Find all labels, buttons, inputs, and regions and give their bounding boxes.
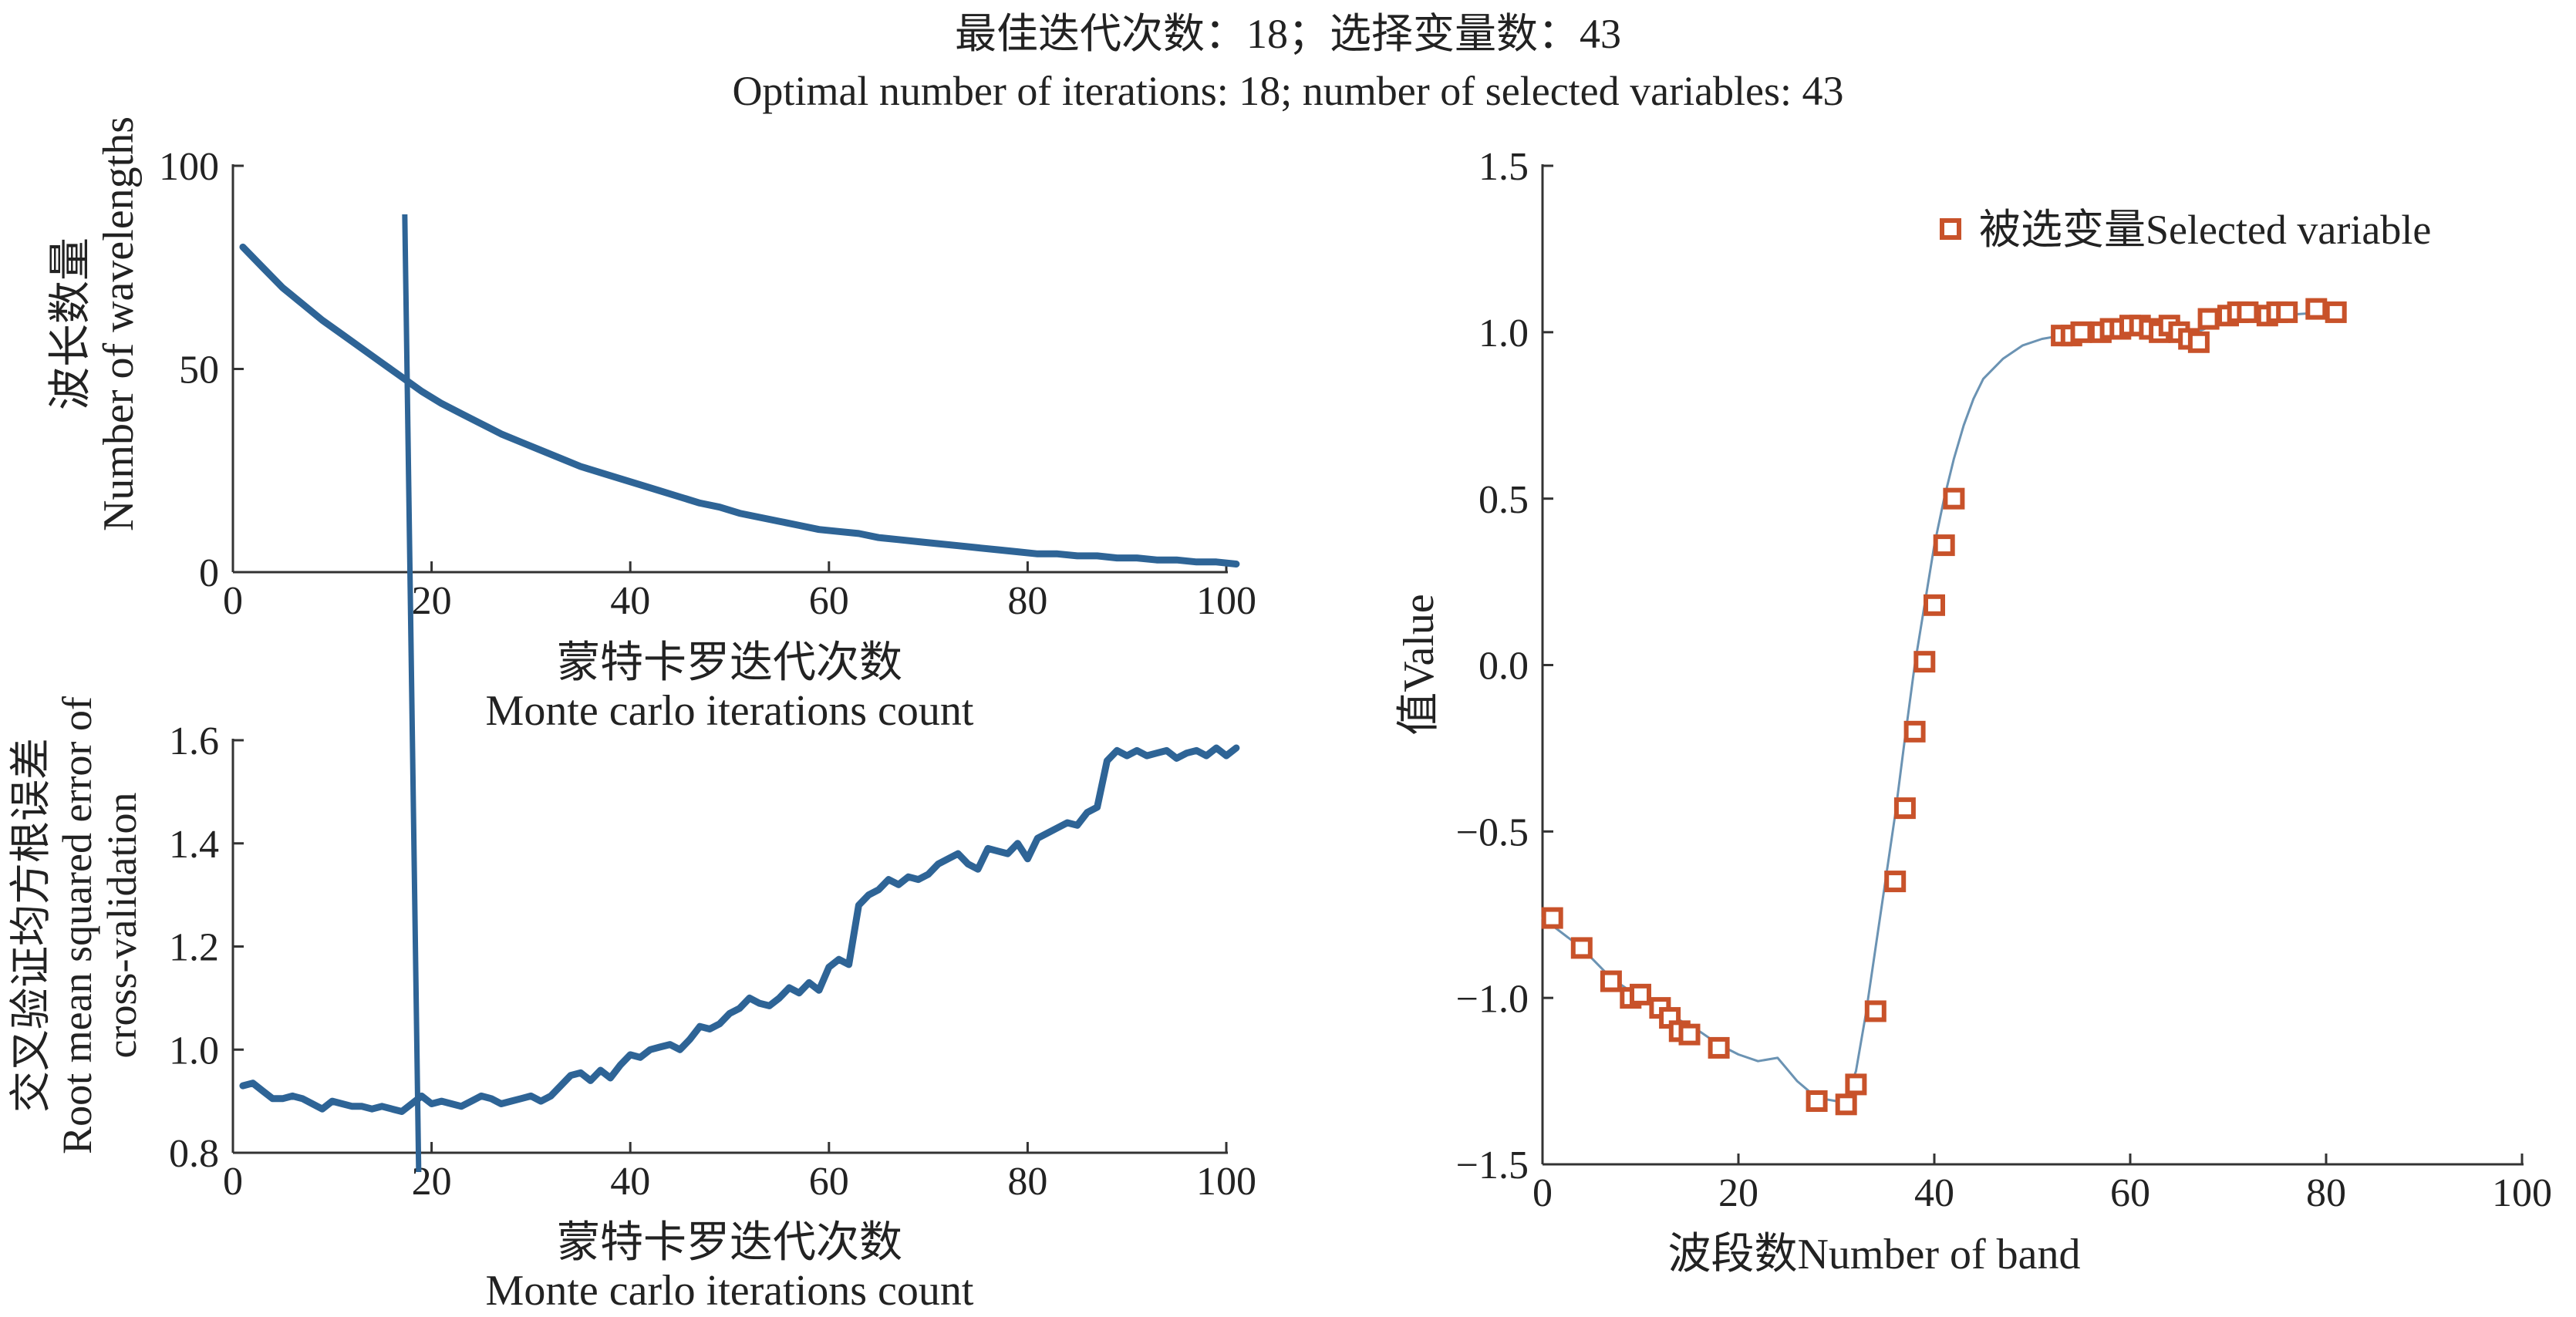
y-tick-label: 1.6 — [169, 719, 219, 763]
x-tick-label: 60 — [809, 579, 849, 623]
optimal-iteration-line — [402, 214, 422, 1173]
selected-variable-marker — [2187, 331, 2210, 353]
x-tick-label: 60 — [809, 1160, 849, 1204]
y-tick-label: −1.0 — [1456, 977, 1529, 1021]
x-tick-label: 100 — [2492, 1171, 2552, 1215]
selected-variable-marker — [1864, 1000, 1886, 1022]
selected-variable-marker — [1835, 1093, 1857, 1116]
x-tick-label: 80 — [1007, 579, 1047, 623]
y-axis-label: 值Value — [1395, 594, 1443, 736]
y-tick-label: 1.0 — [1479, 312, 1529, 355]
x-tick-label: 100 — [1196, 579, 1256, 623]
y-tick-label: 100 — [159, 145, 219, 189]
figure-title-en: Optimal number of iterations: 18; number… — [732, 68, 1844, 114]
figure-title-cn: 最佳迭代次数：18；选择变量数：43 — [955, 11, 1621, 57]
x-tick-label: 0 — [223, 579, 243, 623]
x-tick-label: 0 — [1532, 1171, 1553, 1215]
rmsecv-line — [239, 744, 1240, 1115]
y-tick-label: 0.5 — [1479, 478, 1529, 522]
y-tick-label: 0 — [199, 551, 219, 595]
y-axis-label-en: Root mean squared error ofcross-validati… — [54, 696, 145, 1154]
selected-variable-marker — [2325, 301, 2347, 323]
y-axis-label-cn: 交叉验证均方根误差 — [8, 738, 54, 1113]
y-tick-label: 0.0 — [1479, 645, 1529, 689]
y-tick-label: 1.4 — [169, 823, 219, 867]
y-tick-label: 1.0 — [169, 1029, 219, 1073]
y-axis-label-en-line1: Root mean squared error of — [54, 696, 100, 1154]
x-tick-label: 100 — [1196, 1160, 1256, 1204]
selected-variable-marker — [1943, 487, 1965, 510]
selected-variable-marker — [1678, 1023, 1701, 1046]
x-tick-label: 20 — [412, 579, 452, 623]
x-axis-label: 波段数Number of band — [1667, 1231, 2080, 1278]
y-tick-label: −0.5 — [1456, 811, 1529, 855]
selected-variable-marker — [1541, 907, 1563, 929]
y-tick-label: 50 — [179, 349, 219, 392]
y-axis-label-en-line2: cross-validation — [99, 793, 145, 1059]
selected-variable-marker — [2237, 301, 2259, 323]
selected-variable-marker — [1806, 1090, 1828, 1112]
selected-variable-marker — [1845, 1073, 1867, 1096]
x-tick-label: 40 — [1914, 1171, 1954, 1215]
x-tick-label: 80 — [2306, 1171, 2346, 1215]
selected-variable-marker — [2305, 298, 2328, 320]
x-axis-label-en: Monte carlo iterations count — [486, 687, 974, 735]
selected-variable-marker — [1630, 983, 1651, 1005]
x-tick-label: 40 — [610, 579, 650, 623]
selected-variable-marker — [1913, 651, 1936, 673]
selected-variable-marker — [1893, 797, 1916, 820]
selected-variable-marker — [2070, 321, 2092, 343]
x-tick-label: 60 — [2110, 1171, 2150, 1215]
legend-marker — [1940, 218, 1961, 240]
x-tick-label: 80 — [1007, 1160, 1047, 1204]
y-tick-label: 0.8 — [169, 1132, 219, 1176]
x-tick-label: 40 — [610, 1160, 650, 1204]
legend-label: 被选变量Selected variable — [1979, 207, 2431, 253]
y-axis-label-cn: 波长数量 — [47, 237, 95, 410]
selected-variable-marker — [1708, 1036, 1730, 1059]
selected-variable-marker — [1933, 534, 1955, 557]
selected-variable-marker — [1884, 871, 1907, 893]
selected-variable-marker — [1570, 937, 1593, 959]
y-tick-label: 1.2 — [169, 926, 219, 970]
y-axis-label-en: Number of wavelengths — [95, 116, 143, 531]
x-axis-label-cn: 蒙特卡罗迭代次数 — [557, 639, 902, 687]
x-axis-label-cn: 蒙特卡罗迭代次数 — [557, 1219, 902, 1267]
selected-variable-marker — [1600, 970, 1622, 992]
x-tick-label: 0 — [223, 1160, 243, 1204]
y-tick-label: 1.5 — [1479, 145, 1529, 189]
selected-variable-marker — [1924, 594, 1945, 616]
selected-variable-marker — [2276, 301, 2298, 323]
selected-variable-marker — [1903, 720, 1926, 743]
x-tick-label: 20 — [1718, 1171, 1758, 1215]
y-tick-label: −1.5 — [1456, 1144, 1529, 1187]
selected-variable-marker — [2197, 308, 2220, 330]
x-axis-label-en: Monte carlo iterations count — [486, 1267, 974, 1315]
